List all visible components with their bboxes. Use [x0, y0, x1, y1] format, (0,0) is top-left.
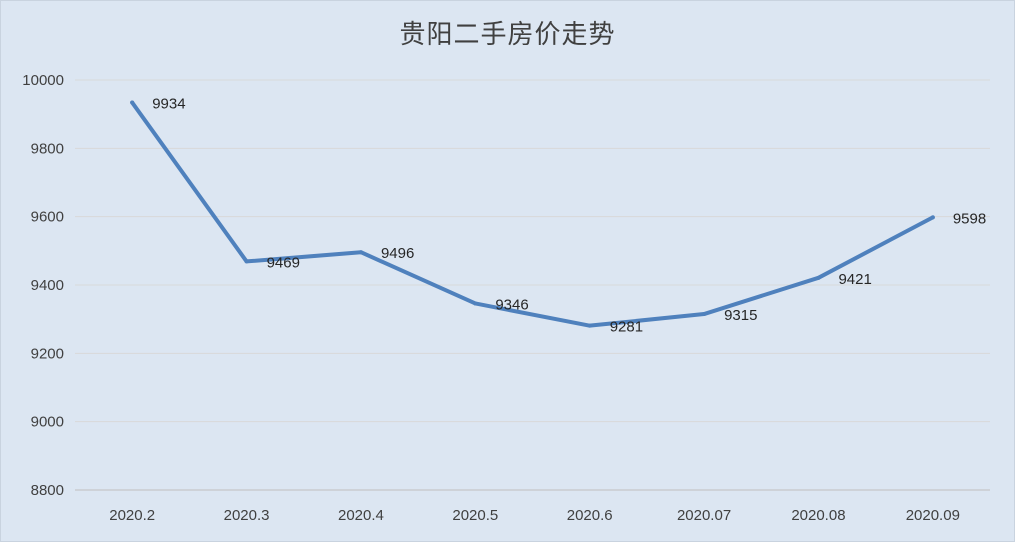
data-point	[130, 100, 135, 105]
data-point	[816, 275, 821, 280]
data-label: 9934	[152, 96, 185, 113]
y-tick-label: 8800	[31, 482, 64, 499]
series-line	[130, 100, 935, 328]
y-tick-label: 9800	[31, 140, 64, 157]
data-label: 9421	[838, 271, 871, 288]
data-label: 9469	[267, 254, 300, 271]
y-tick-label: 9400	[31, 277, 64, 294]
x-tick-label: 2020.5	[452, 507, 498, 524]
data-point	[244, 259, 249, 264]
x-tick-label: 2020.4	[338, 507, 384, 524]
y-tick-label: 10000	[22, 72, 64, 89]
data-point	[930, 215, 935, 220]
x-tick-label: 2020.08	[791, 507, 845, 524]
chart-title: 贵阳二手房价走势	[399, 20, 616, 50]
x-tick-label: 2020.6	[567, 507, 613, 524]
data-label: 9281	[610, 319, 643, 336]
data-point	[587, 323, 592, 328]
y-tick-label: 9600	[31, 209, 64, 226]
data-label: 9346	[495, 296, 528, 313]
data-point	[702, 312, 707, 317]
data-point	[358, 250, 363, 255]
x-tick-label: 2020.2	[109, 507, 155, 524]
y-tick-label: 9000	[31, 414, 64, 431]
data-label: 9598	[953, 210, 986, 227]
data-label: 9315	[724, 307, 757, 324]
x-tick-label: 2020.09	[906, 507, 960, 524]
x-tick-label: 2020.3	[224, 507, 270, 524]
x-tick-label: 2020.07	[677, 507, 731, 524]
y-tick-label: 9200	[31, 345, 64, 362]
data-label: 9496	[381, 245, 414, 262]
data-point	[473, 301, 478, 306]
